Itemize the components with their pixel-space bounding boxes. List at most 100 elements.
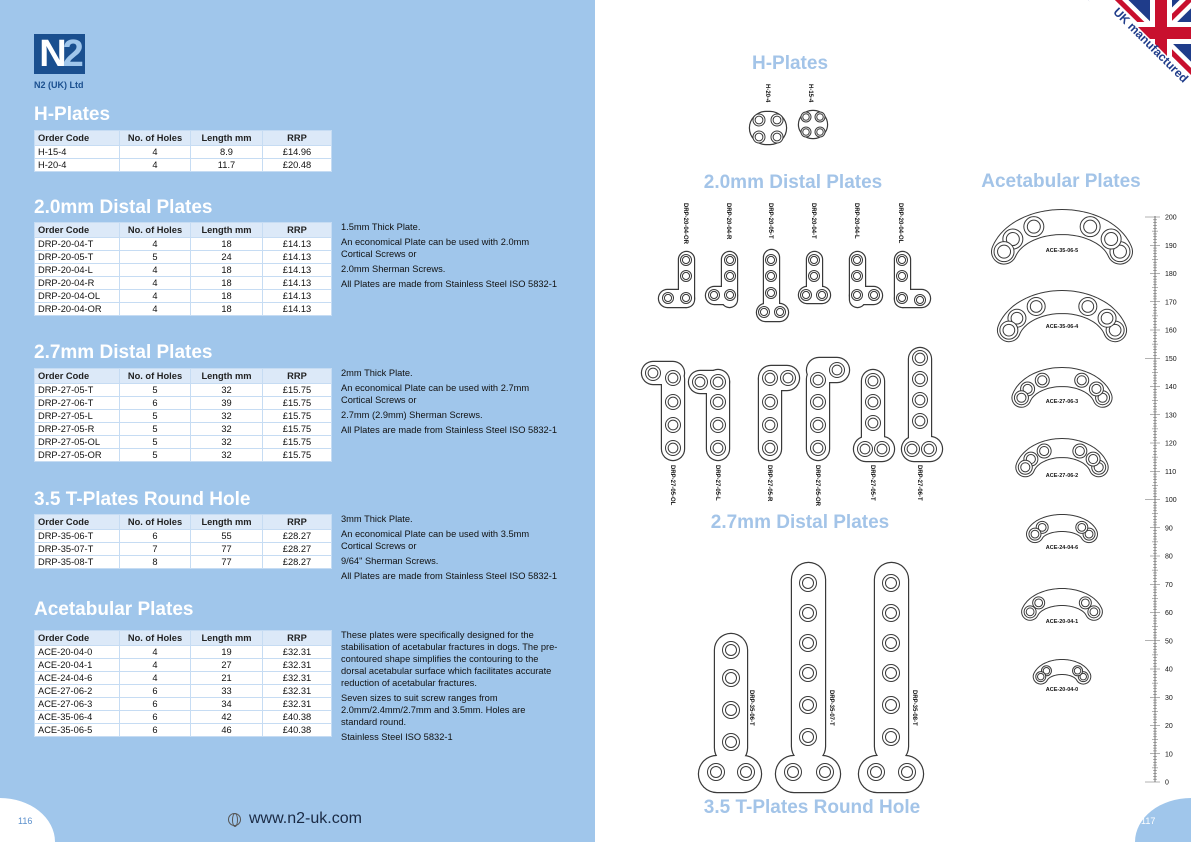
table-cell: DRP-35-08-T (34, 555, 120, 569)
acetabular-plate (1032, 659, 1092, 685)
ruler-label: 40 (1165, 667, 1173, 674)
column-header: Length mm (190, 630, 263, 646)
t-plate (697, 632, 763, 794)
ruler-label: 50 (1165, 638, 1173, 645)
ruler-label: 120 (1165, 441, 1177, 448)
column-header: Order Code (34, 368, 120, 384)
plate-label: DRP-20-05-T (767, 203, 773, 239)
table-row: ACE-27-06-3 6 34 £32.31 (34, 697, 332, 711)
table-cell: 18 (190, 237, 263, 251)
website-link[interactable]: www.n2-uk.com (249, 810, 362, 827)
table-cell: £14.13 (262, 276, 332, 290)
t-plate (774, 561, 842, 794)
acetabular-plate (1015, 438, 1109, 478)
ruler-label: 10 (1165, 751, 1173, 758)
table-row: ACE-20-04-1 4 27 £32.31 (34, 658, 332, 672)
description-paragraph: 3mm Thick Plate. (341, 514, 413, 524)
table-cell: DRP-20-04-R (34, 276, 120, 290)
column-header: Length mm (190, 222, 263, 238)
website-footer[interactable]: www.n2-uk.com (228, 810, 362, 828)
globe-icon (228, 812, 241, 827)
column-header: No. of Holes (119, 222, 191, 238)
left-page: N2 N2 (UK) Ltd H-Plates Order Code No. of … (0, 0, 595, 842)
description-paragraph: All Plates are made from Stainless Steel… (341, 425, 557, 435)
distal-plate-2-0 (797, 250, 832, 305)
table-row: DRP-35-08-T 8 77 £28.27 (34, 555, 332, 569)
table-cell: 33 (190, 684, 263, 698)
price-table: Order Code No. of Holes Length mm RRP ACE-20… (34, 630, 332, 737)
table-cell: 6 (119, 723, 191, 737)
table-cell: DRP-27-05-R (34, 422, 120, 436)
price-table: Order Code No. of Holes Length mm RRP DRP-27… (34, 368, 332, 462)
plate-label: H-20-4 (764, 84, 770, 103)
h-plate-h-20-4 (748, 110, 788, 146)
table-cell: £32.31 (262, 697, 332, 711)
table-cell: £15.75 (262, 396, 332, 410)
table-cell: 42 (190, 710, 263, 724)
table-cell: 21 (190, 671, 263, 685)
table-cell: DRP-27-05-OR (34, 448, 120, 462)
distal-plate-2-7 (852, 368, 896, 463)
table-cell: 5 (119, 250, 191, 264)
table-cell: 27 (190, 658, 263, 672)
table-cell: DRP-20-04-OR (34, 302, 120, 316)
distal-plate-2-7 (687, 368, 731, 462)
table-row: H-20-4 4 11.7 £20.48 (34, 158, 332, 172)
table-cell: £14.13 (262, 263, 332, 277)
ruler-label: 90 (1165, 525, 1173, 532)
section-title: Acetabular Plates (34, 599, 194, 620)
table-row: DRP-35-07-T 7 77 £28.27 (34, 542, 332, 556)
ruler-label: 150 (1165, 356, 1177, 363)
table-cell: 46 (190, 723, 263, 737)
column-header: Length mm (190, 130, 263, 146)
table-cell: ACE-27-06-3 (34, 697, 120, 711)
table-row: DRP-20-04-L 4 18 £14.13 (34, 263, 332, 277)
table-row: DRP-27-06-T 6 39 £15.75 (34, 396, 332, 410)
table-cell: 4 (119, 145, 191, 159)
table-cell: 5 (119, 435, 191, 449)
distal-plate-2-7 (805, 356, 851, 462)
table-row: H-15-4 4 8.9 £14.96 (34, 145, 332, 159)
table-cell: DRP-20-05-T (34, 250, 120, 264)
table-cell: 6 (119, 710, 191, 724)
acetabular-plate (1021, 588, 1103, 621)
table-cell: DRP-35-07-T (34, 542, 120, 556)
page-number: 117 (1141, 816, 1156, 826)
column-header: Order Code (34, 130, 120, 146)
table-cell: 18 (190, 276, 263, 290)
section-description: 2mm Thick Plate. An economical Plate can … (341, 367, 559, 439)
mm-ruler: 0 10 20 30 40 50 60 70 80 90 100 110 120 130 140 150 160… (1145, 215, 1177, 787)
ruler-label: 130 (1165, 412, 1177, 419)
table-row: DRP-27-05-OL 5 32 £15.75 (34, 435, 332, 449)
plate-label: DRP-35-08-T (911, 690, 917, 726)
table-cell: £15.75 (262, 448, 332, 462)
table-row: ACE-20-04-0 4 19 £32.31 (34, 645, 332, 659)
table-cell: £14.13 (262, 302, 332, 316)
table-row: DRP-27-05-L 5 32 £15.75 (34, 409, 332, 423)
table-cell: 4 (119, 158, 191, 172)
ruler-label: 140 (1165, 384, 1177, 391)
plate-label: DRP-20-04-T (810, 203, 816, 239)
table-cell: £20.48 (262, 158, 332, 172)
plate-label: DRP-20-04-R (725, 203, 731, 240)
table-cell: £15.75 (262, 383, 332, 397)
price-table: Order Code No. of Holes Length mm RRP H-15-4… (34, 130, 332, 172)
table-header-row: Order Code No. of Holes Length mm RRP (34, 514, 332, 530)
column-header: Length mm (190, 368, 263, 384)
table-cell: £14.13 (262, 250, 332, 264)
page-number: 116 (18, 816, 33, 826)
ruler-label: 20 (1165, 723, 1173, 730)
plate-label: DRP-20-04-OL (897, 203, 903, 244)
section-description: 3mm Thick Plate. An economical Plate can … (341, 513, 559, 585)
price-table: Order Code No. of Holes Length mm RRP DRP-35… (34, 514, 332, 569)
table-cell: 5 (119, 448, 191, 462)
table-cell: 18 (190, 302, 263, 316)
table-cell: 32 (190, 383, 263, 397)
company-name: N2 (UK) Ltd (34, 80, 84, 90)
table-row: DRP-20-05-T 5 24 £14.13 (34, 250, 332, 264)
description-paragraph: These plates were specifically designed … (341, 630, 558, 688)
table-cell: 6 (119, 529, 191, 543)
description-paragraph: Stainless Steel ISO 5832-1 (341, 732, 453, 742)
acetabular-plate (1026, 514, 1098, 544)
table-cell: H-15-4 (34, 145, 120, 159)
